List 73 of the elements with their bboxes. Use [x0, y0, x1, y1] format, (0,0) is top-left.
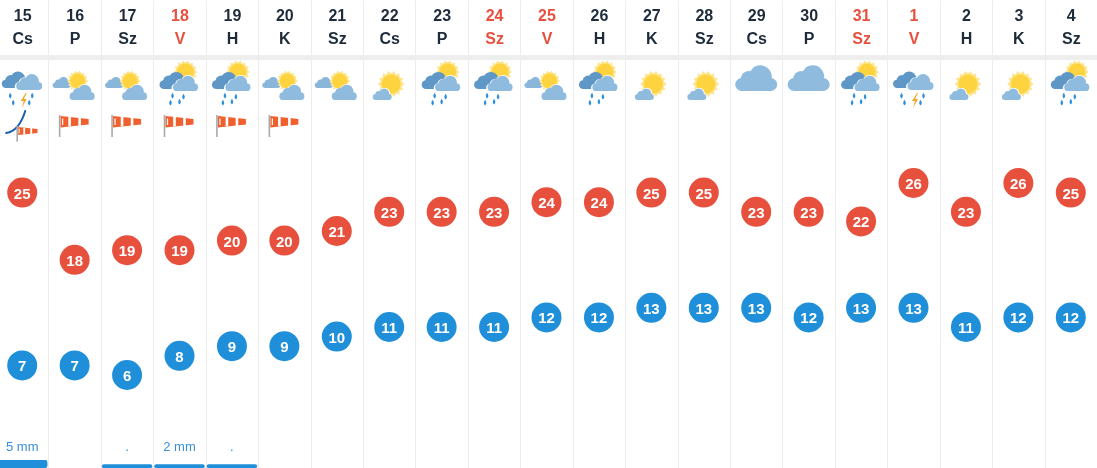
point	[164, 340, 195, 371]
data-label: 11	[958, 319, 974, 336]
data-label: 8	[175, 347, 184, 365]
data-label: 25	[13, 184, 31, 202]
x-tick-label: 31 Sz	[852, 6, 871, 47]
x-tick-label: 16 P	[66, 6, 85, 47]
data-label: 7	[18, 357, 27, 375]
data-label: 23	[433, 203, 450, 221]
data-label: 13	[852, 299, 870, 317]
data-label: 13	[905, 299, 922, 317]
data-label: 25	[643, 184, 660, 202]
x-tick-label: 17 Sz	[118, 6, 137, 47]
x-tick-label: 26 H	[590, 6, 609, 47]
point	[7, 350, 38, 381]
x-tick-label: 22 Cs	[379, 6, 401, 47]
data-label: 20	[223, 232, 241, 250]
x-tick-label: 28 Sz	[694, 6, 714, 47]
text: .	[125, 439, 129, 454]
data-label: 6	[122, 367, 132, 384]
data-label: 23	[380, 203, 398, 221]
data-label: 12	[590, 309, 608, 327]
point	[112, 360, 143, 390]
x-tick-label: 15 Cs	[12, 6, 34, 47]
x-tick-label: 27 K	[642, 6, 661, 47]
data-label: 25	[695, 184, 713, 202]
data-label: 20	[276, 232, 293, 250]
data-label: 11	[433, 319, 450, 336]
data-label: 23	[957, 203, 975, 221]
data-label: 13	[695, 299, 713, 317]
point	[269, 331, 300, 362]
data-label: 13	[643, 299, 660, 317]
x-tick-label: 24 Sz	[485, 6, 504, 47]
text: .	[230, 439, 234, 454]
data-label: 12	[1062, 309, 1080, 327]
data-label: 11	[486, 319, 502, 336]
x-tick-label: 18 V	[171, 6, 189, 47]
data-label: 19	[171, 242, 188, 260]
data-label: 12	[1010, 309, 1027, 327]
data-label: 23	[800, 203, 817, 221]
data-label: 25	[1062, 184, 1080, 202]
x-tick-label: 30 P	[800, 6, 819, 47]
x-tick-label: 1 V	[908, 6, 920, 47]
x-tick-label: 3 K	[1013, 6, 1026, 47]
x-tick-label: 25 V	[538, 6, 556, 47]
x-tick-label: 2 H	[960, 6, 973, 47]
data-label: 24	[538, 194, 556, 212]
data-label: 10	[328, 328, 346, 346]
point	[59, 350, 90, 381]
data-label: 11	[381, 319, 398, 336]
point	[216, 331, 247, 362]
data-label: 23	[485, 203, 503, 221]
text: 5 mm	[5, 439, 39, 454]
data-label: 24	[590, 194, 608, 212]
x-tick-label: 19 H	[223, 6, 242, 47]
x-tick-label: 23 P	[433, 6, 452, 47]
data-label: 19	[118, 242, 136, 260]
data-label: 18	[66, 251, 83, 269]
data-label: 13	[747, 299, 765, 317]
x-tick-label: 21 Sz	[327, 6, 347, 47]
data-label: 21	[328, 223, 346, 240]
data-label: 22	[852, 213, 870, 231]
x-tick-label: 29 Cs	[746, 6, 768, 47]
data-label: 12	[800, 309, 817, 327]
data-label: 9	[280, 338, 289, 356]
data-label: 26	[905, 175, 922, 192]
data-label: 9	[227, 338, 237, 356]
data-label: 7	[70, 357, 79, 375]
data-label: 12	[538, 309, 555, 327]
data-label: 26	[1010, 175, 1027, 192]
text: 2 mm	[163, 439, 196, 454]
x-tick-label: 20 K	[275, 6, 294, 47]
data-label: 23	[747, 203, 765, 221]
x-tick-label: 4 Sz	[1061, 6, 1081, 47]
